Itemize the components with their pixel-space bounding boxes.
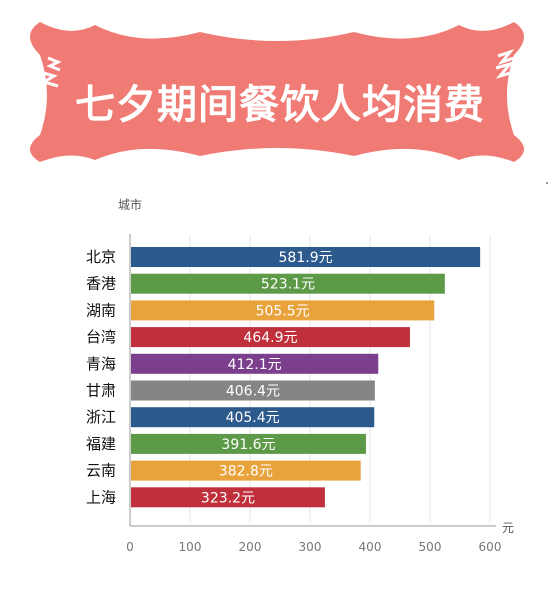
bar-4 [131,353,379,374]
category-label-2: 湖南 [86,301,116,319]
tick-label-0: 0 [126,540,134,554]
zigzag-right-icon [495,48,515,79]
bar-5 [131,380,375,401]
banner-shape [30,22,524,162]
tick-label-200: 200 [239,540,262,554]
bar-2 [131,300,435,321]
bar-8 [131,460,361,481]
tick-label-300: 300 [299,540,322,554]
y-axis-label: 城市 [118,198,143,212]
tick-label-100: 100 [179,540,202,554]
zigzag-left-icon [39,56,62,88]
value-label-8: 382.8元 [219,464,273,480]
chart-title: 七夕期间餐饮人均消费 [75,82,485,128]
category-label-9: 上海 [86,488,116,506]
value-label-4: 412.1元 [228,357,282,373]
category-label-1: 香港 [86,275,116,293]
category-label-7: 福建 [86,435,116,453]
bar-0 [131,247,481,267]
corner-mark [546,182,548,184]
bar-6 [131,407,375,428]
category-label-5: 甘肃 [86,382,116,400]
value-label-2: 505.5元 [256,303,310,319]
category-label-6: 浙江 [86,408,116,426]
bar-3 [131,327,410,348]
bars [131,247,481,508]
tick-label-400: 400 [359,540,382,554]
value-label-1: 523.1元 [261,277,315,293]
value-label-3: 464.9元 [243,330,297,346]
tick-label-600: 600 [479,540,502,554]
bar-1 [131,273,445,294]
value-label-7: 391.6元 [221,437,275,453]
x-axis-label: 元 [502,521,515,535]
value-label-6: 405.4元 [226,410,280,426]
title-banner [30,22,524,162]
category-label-4: 青海 [86,355,116,373]
value-label-0: 581.9元 [279,250,333,266]
category-label-8: 云南 [86,462,116,480]
bar-9 [131,487,325,508]
value-label-5: 406.4元 [226,384,280,400]
bar-7 [131,433,366,454]
category-label-3: 台湾 [86,328,116,346]
category-label-0: 北京 [86,248,116,266]
tick-label-500: 500 [419,540,442,554]
value-label-9: 323.2元 [201,490,255,506]
